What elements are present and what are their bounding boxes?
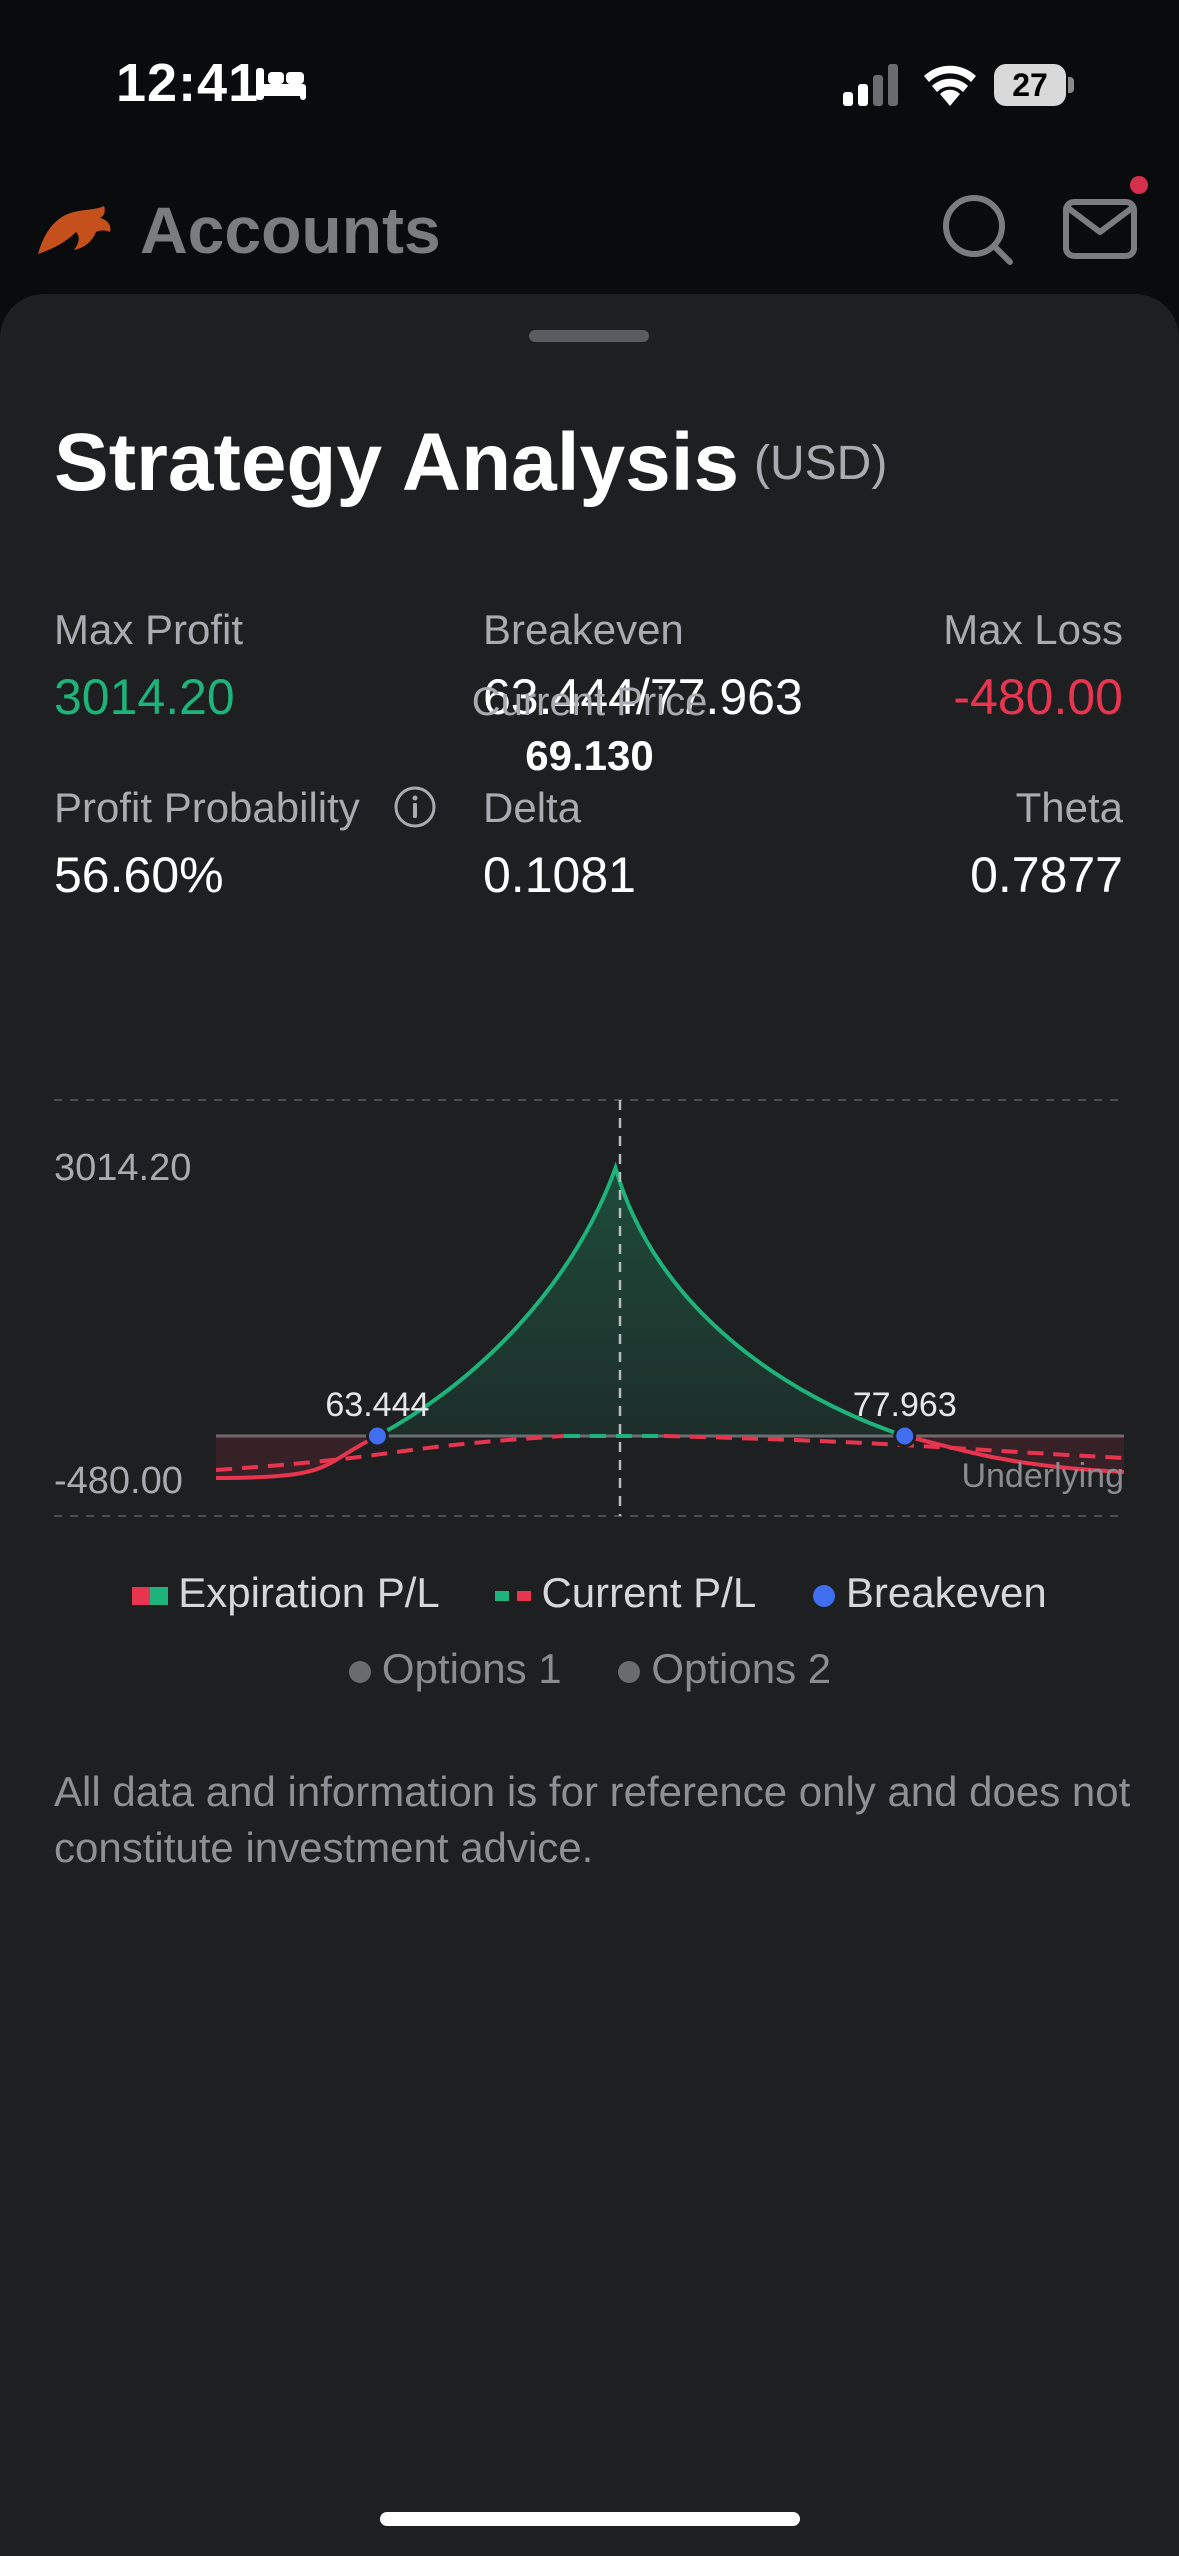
- legend-options-1[interactable]: Options 1: [348, 1645, 562, 1693]
- battery-icon: 27: [994, 64, 1074, 106]
- bull-logo-icon: [38, 206, 111, 254]
- chart-legend-options: Options 1 Options 2: [0, 1642, 1179, 1693]
- breakeven-label: 77.963: [853, 1386, 957, 1424]
- legend-expiration-label: Expiration P/L: [178, 1568, 440, 1616]
- status-bar: 12:41 27: [0, 0, 1179, 170]
- wifi-icon: [924, 65, 976, 106]
- currency-label: (USD): [754, 437, 888, 490]
- profit-area: [377, 1168, 905, 1436]
- legend-expiration[interactable]: Expiration P/L: [132, 1568, 440, 1617]
- options-1-dot-icon: [348, 1660, 371, 1683]
- delta-value: 0.1081: [483, 847, 636, 903]
- theta-value: 0.7877: [970, 847, 1123, 903]
- pl-chart[interactable]: 63.444 77.963 3014.20 -480.00 Underlying: [0, 0, 1179, 1560]
- breakeven-dot-icon: [812, 1584, 835, 1607]
- profit-probability-value: 56.60%: [54, 847, 224, 903]
- sheet-grabber[interactable]: [529, 330, 649, 342]
- legend-options-1-label: Options 1: [381, 1644, 562, 1692]
- max-loss-value: -480.00: [953, 669, 1123, 725]
- x-axis-label: Underlying: [961, 1457, 1124, 1495]
- expiration-line-left: [215, 1434, 379, 1480]
- legend-options-2[interactable]: Options 2: [617, 1645, 831, 1693]
- y-max-label: 3014.20: [54, 1147, 191, 1189]
- legend-options-2-label: Options 2: [651, 1644, 832, 1692]
- max-profit-label: Max Profit: [54, 606, 244, 653]
- signal-icon: [843, 64, 898, 106]
- breakeven-label: 63.444: [325, 1386, 429, 1424]
- status-time: 12:41: [116, 53, 260, 113]
- loss-area-right: [904, 1436, 1124, 1472]
- theta-label: Theta: [1015, 784, 1123, 831]
- home-indicator[interactable]: [380, 2512, 800, 2526]
- header-title[interactable]: Accounts: [140, 193, 441, 267]
- search-icon[interactable]: [938, 190, 1018, 270]
- chart-legend: Expiration P/L Current P/L Breakeven: [0, 1566, 1179, 1617]
- max-profit-value: 3014.20: [54, 669, 235, 725]
- max-loss-label: Max Loss: [943, 606, 1123, 653]
- current-price-label: Current Price: [471, 680, 708, 724]
- battery-level: 27: [994, 64, 1066, 106]
- options-2-dot-icon: [618, 1660, 641, 1683]
- bed-icon: [256, 68, 306, 100]
- app-header: Accounts: [0, 170, 1179, 290]
- breakeven-point: [365, 1424, 389, 1448]
- delta-label: Delta: [483, 784, 582, 831]
- unread-badge: [1130, 176, 1148, 194]
- expiration-swatch-icon: [132, 1586, 169, 1605]
- legend-current[interactable]: Current P/L: [495, 1569, 756, 1617]
- breakeven-value: 63.444/77.963: [483, 669, 803, 725]
- breakeven-point: [893, 1424, 917, 1448]
- current-price-value: 69.130: [525, 732, 654, 779]
- current-pl-line-right: [663, 1434, 1125, 1460]
- mail-icon[interactable]: [1060, 190, 1140, 270]
- breakeven-label: Breakeven: [483, 606, 684, 653]
- y-min-label: -480.00: [54, 1460, 183, 1502]
- profit-probability-label: Profit Probability: [54, 784, 360, 831]
- expiration-line-right: [904, 1434, 1125, 1474]
- expiration-line-profit: [376, 1161, 906, 1438]
- legend-breakeven[interactable]: Breakeven: [812, 1569, 1047, 1617]
- legend-current-label: Current P/L: [541, 1568, 757, 1616]
- disclaimer-text: All data and information is for referenc…: [54, 1768, 1131, 1871]
- info-icon[interactable]: [392, 784, 438, 830]
- sheet-title: Strategy Analysis: [54, 417, 740, 508]
- current-swatch-icon: [495, 1590, 532, 1601]
- legend-breakeven-label: Breakeven: [845, 1568, 1047, 1616]
